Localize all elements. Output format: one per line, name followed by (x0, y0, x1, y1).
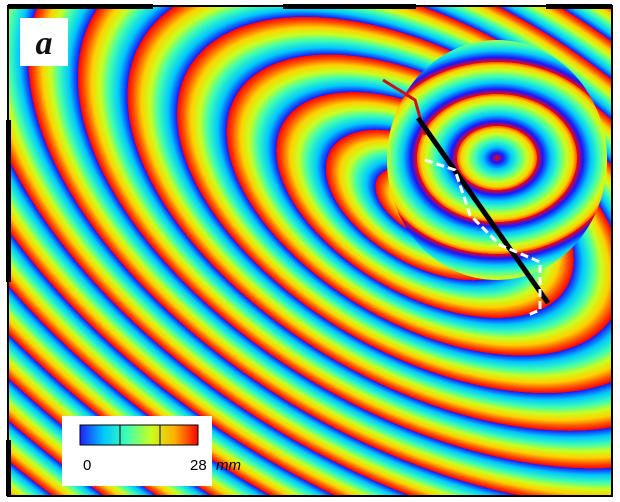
figure-panel: a 0 28 mm (0, 0, 620, 502)
colorbar-unit: mm (216, 457, 241, 474)
colorbar (80, 425, 198, 445)
panel-label: a (36, 25, 53, 62)
colorbar-max: 28 (190, 457, 207, 474)
colorbar-min: 0 (83, 457, 91, 474)
fringes-lobe (387, 40, 607, 280)
